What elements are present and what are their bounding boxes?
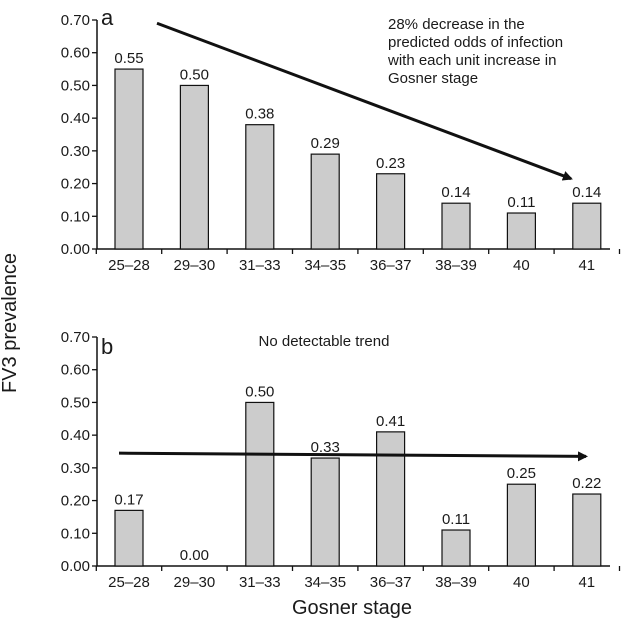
data-label: 0.00	[180, 547, 209, 564]
y-tick-label: 0.40	[61, 427, 90, 444]
y-axis-title: FV3 prevalence	[0, 253, 21, 393]
trend-arrow	[118, 451, 588, 462]
x-tick-label: 25–28	[108, 574, 150, 591]
y-tick-label: 0.50	[61, 77, 90, 94]
y-tick-label: 0.70	[61, 12, 90, 29]
data-label: 0.11	[442, 511, 470, 528]
x-tick-label: 31–33	[239, 257, 281, 274]
data-label: 0.38	[245, 106, 274, 123]
x-tick-label: 36–37	[370, 257, 412, 274]
data-label: 0.33	[311, 439, 340, 456]
y-tick-label: 0.30	[61, 460, 90, 477]
annotation-text: No detectable trend	[259, 333, 390, 350]
panel-b: 0.00 0.10 0.20 0.30 0.40 0.50 0.60 0.70 25–28 0.1…	[61, 329, 621, 591]
data-label: 0.14	[441, 184, 470, 201]
x-tick-label: 31–33	[239, 574, 281, 591]
bar	[506, 212, 536, 250]
data-label: 0.14	[572, 184, 601, 201]
x-tick-label: 41	[578, 257, 595, 274]
panel-letter: b	[101, 334, 113, 359]
y-tick-label: 0.60	[61, 45, 90, 62]
bar	[114, 68, 144, 250]
data-label: 0.25	[507, 465, 536, 482]
annotation-text: predicted odds of infection	[388, 34, 563, 51]
bar	[572, 202, 602, 250]
x-tick-label: 34–35	[304, 257, 346, 274]
panel-a: 0.00 0.10 0.20 0.30 0.40 0.50 0.60 0.70 25–28 0.5…	[61, 5, 621, 274]
y-tick-label: 0.60	[61, 362, 90, 379]
bar	[179, 84, 209, 250]
x-tick-label: 29–30	[174, 574, 216, 591]
x-tick-label: 38–39	[435, 574, 477, 591]
panel-letter: a	[101, 5, 114, 30]
y-tick-label: 0.70	[61, 329, 90, 346]
bar	[572, 493, 602, 567]
x-tick-label: 36–37	[370, 574, 412, 591]
x-tick-label: 34–35	[304, 574, 346, 591]
annotation-text: Gosner stage	[388, 70, 478, 87]
x-tick-label: 40	[513, 257, 530, 274]
data-label: 0.50	[245, 383, 274, 400]
x-tick-label: 29–30	[174, 257, 216, 274]
bar	[441, 202, 471, 250]
data-label: 0.41	[376, 413, 405, 430]
bar	[310, 153, 340, 250]
y-tick-label: 0.10	[61, 525, 90, 542]
bar	[245, 401, 275, 567]
data-label: 0.22	[572, 475, 601, 492]
bar	[376, 431, 406, 567]
x-tick-label: 25–28	[108, 257, 150, 274]
y-tick-label: 0.40	[61, 110, 90, 127]
y-tick-label: 0.00	[61, 558, 90, 575]
data-label: 0.23	[376, 155, 405, 172]
data-label: 0.29	[311, 135, 340, 152]
x-tick-label: 40	[513, 574, 530, 591]
x-axis-title: Gosner stage	[292, 597, 412, 619]
data-label: 0.17	[114, 491, 143, 508]
data-label: 0.55	[114, 50, 143, 67]
y-tick-label: 0.20	[61, 493, 90, 510]
data-label: 0.50	[180, 66, 209, 83]
x-tick-label: 38–39	[435, 257, 477, 274]
x-tick-label: 41	[578, 574, 595, 591]
bar	[245, 124, 275, 250]
y-tick-label: 0.50	[61, 394, 90, 411]
annotation-text: with each unit increase in	[387, 52, 556, 69]
bar	[506, 483, 536, 567]
y-tick-label: 0.10	[61, 208, 90, 225]
bar	[114, 509, 144, 567]
trend-arrow	[156, 21, 573, 181]
annotation-text: 28% decrease in the	[388, 16, 525, 33]
data-label: 0.11	[507, 194, 535, 211]
y-tick-label: 0.20	[61, 176, 90, 193]
y-tick-label: 0.00	[61, 241, 90, 258]
bar	[441, 529, 471, 567]
bar	[376, 173, 406, 250]
bar	[310, 457, 340, 567]
y-tick-label: 0.30	[61, 143, 90, 160]
